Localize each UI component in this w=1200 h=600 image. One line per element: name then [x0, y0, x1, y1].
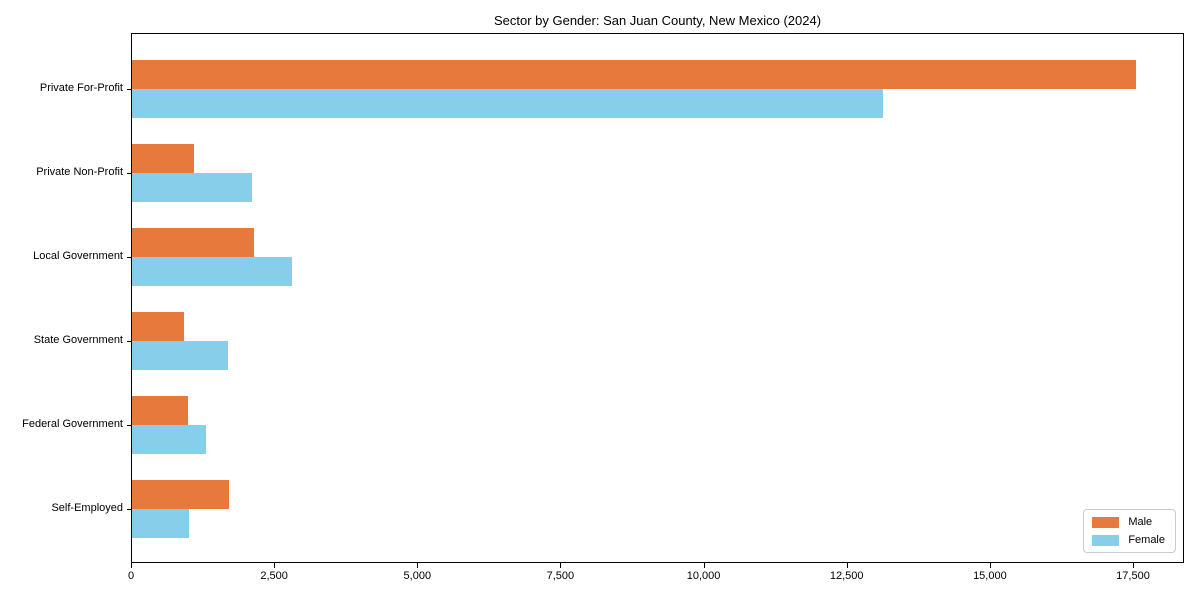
y-tick-label: Self-Employed	[51, 502, 123, 514]
x-tick-label: 5,000	[403, 570, 432, 582]
x-tick-mark	[989, 563, 991, 568]
x-tick-mark	[131, 563, 132, 568]
x-tick-label: 2,500	[260, 570, 288, 582]
legend-entry-male: Male	[1092, 516, 1165, 528]
y-tick-mark	[127, 257, 132, 258]
legend-label: Male	[1128, 516, 1153, 528]
bar-male-2	[132, 228, 254, 257]
bar-female-2	[132, 257, 292, 286]
x-tick-label: 12,500	[829, 570, 864, 582]
bar-male-5	[132, 480, 229, 509]
legend-swatch-female	[1092, 534, 1120, 546]
y-tick-mark	[127, 425, 132, 426]
x-tick-label: 7,500	[546, 570, 575, 582]
bar-female-1	[132, 173, 253, 202]
bar-female-5	[132, 509, 190, 538]
bar-male-1	[132, 144, 194, 173]
x-tick-mark	[846, 563, 848, 568]
x-tick-mark	[274, 563, 276, 568]
bar-female-3	[132, 341, 229, 370]
x-tick-mark	[703, 563, 705, 568]
y-tick-label: Private For-Profit	[39, 82, 123, 94]
x-tick-label: 17,500	[1116, 570, 1150, 582]
legend-label: Female	[1128, 534, 1165, 546]
bar-female-4	[132, 425, 206, 454]
y-tick-label: Federal Government	[22, 418, 123, 430]
legend: Male Female	[1083, 509, 1176, 553]
bar-male-0	[132, 60, 1136, 89]
y-tick-mark	[127, 341, 132, 342]
y-tick-label: State Government	[33, 334, 123, 346]
y-tick-mark	[127, 89, 132, 90]
bar-female-0	[132, 89, 883, 118]
x-tick-mark	[1133, 563, 1134, 568]
x-tick-mark	[560, 563, 562, 568]
legend-entry-female: Female	[1092, 534, 1165, 546]
legend-swatch-male	[1092, 516, 1120, 528]
chart-title: Sector by Gender: San Juan County, New M…	[493, 13, 822, 28]
y-tick-mark	[127, 173, 132, 174]
bar-male-4	[132, 396, 189, 425]
y-tick-label: Private Non-Profit	[36, 166, 123, 178]
plot-area: Male Female	[127, 33, 1184, 563]
y-tick-label: Local Government	[33, 250, 123, 262]
bar-male-3	[132, 312, 185, 341]
x-tick-label: 15,000	[973, 570, 1007, 582]
y-tick-mark	[127, 509, 132, 510]
x-tick-label: 0	[127, 570, 135, 582]
x-tick-mark	[417, 563, 419, 568]
x-tick-label: 10,000	[686, 570, 721, 582]
